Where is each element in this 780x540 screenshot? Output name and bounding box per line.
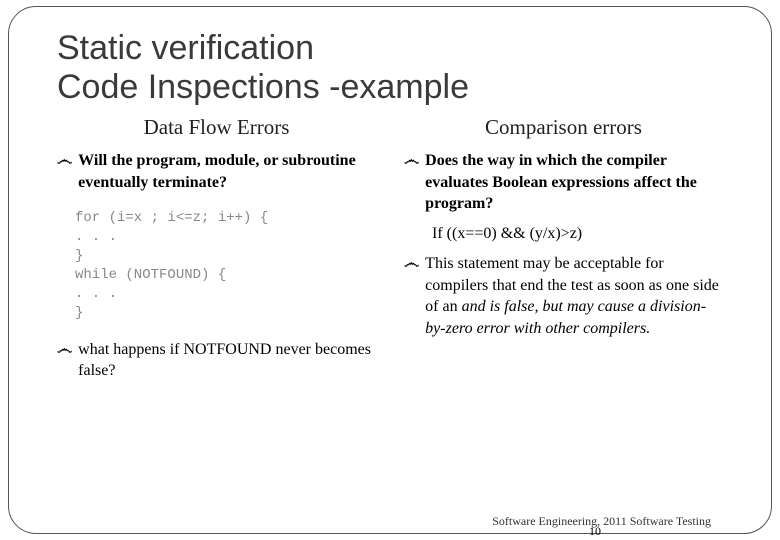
left-column: Data Flow Errors ෴ Will the program, mod… (57, 115, 376, 392)
left-bullet-2-text: what happens if NOTFOUND never becomes f… (78, 339, 376, 382)
page-number: 10 (589, 524, 601, 539)
right-bullet-2: ෴ This statement may be acceptable for c… (404, 253, 723, 339)
right-expression: If ((x==0) && (y/x)>z) (432, 225, 723, 243)
title-line-2: Code Inspections -example (57, 68, 469, 106)
title-line-1: Static verification (57, 29, 314, 67)
left-bullet-2: ෴ what happens if NOTFOUND never becomes… (57, 339, 376, 382)
bullet-icon: ෴ (57, 339, 72, 361)
right-bullet-1: ෴ Does the way in which the compiler eva… (404, 150, 723, 215)
footer-text: Software Engineering, 2011 Software Test… (492, 514, 711, 529)
left-bullet-1: ෴ Will the program, module, or subroutin… (57, 150, 376, 193)
right-column: Comparison errors ෴ Does the way in whic… (404, 115, 723, 392)
bullet-icon: ෴ (404, 150, 419, 172)
code-snippet: for (i=x ; i<=z; i++) { . . . } while (N… (75, 209, 376, 322)
right-bullet-2-text: This statement may be acceptable for com… (425, 253, 723, 339)
bullet-icon: ෴ (404, 253, 419, 275)
right-bullet-1-text: Does the way in which the compiler evalu… (425, 150, 723, 215)
columns: Data Flow Errors ෴ Will the program, mod… (57, 115, 723, 392)
right-heading: Comparison errors (404, 115, 723, 140)
left-heading: Data Flow Errors (57, 115, 376, 140)
left-bullet-1-text: Will the program, module, or subroutine … (78, 150, 376, 193)
bullet-icon: ෴ (57, 150, 72, 172)
slide-title: Static verification Code Inspections -ex… (57, 29, 723, 107)
right-bullet-2b: and is false, but may cause a division-b… (425, 298, 706, 337)
slide-frame: Static verification Code Inspections -ex… (8, 6, 772, 534)
